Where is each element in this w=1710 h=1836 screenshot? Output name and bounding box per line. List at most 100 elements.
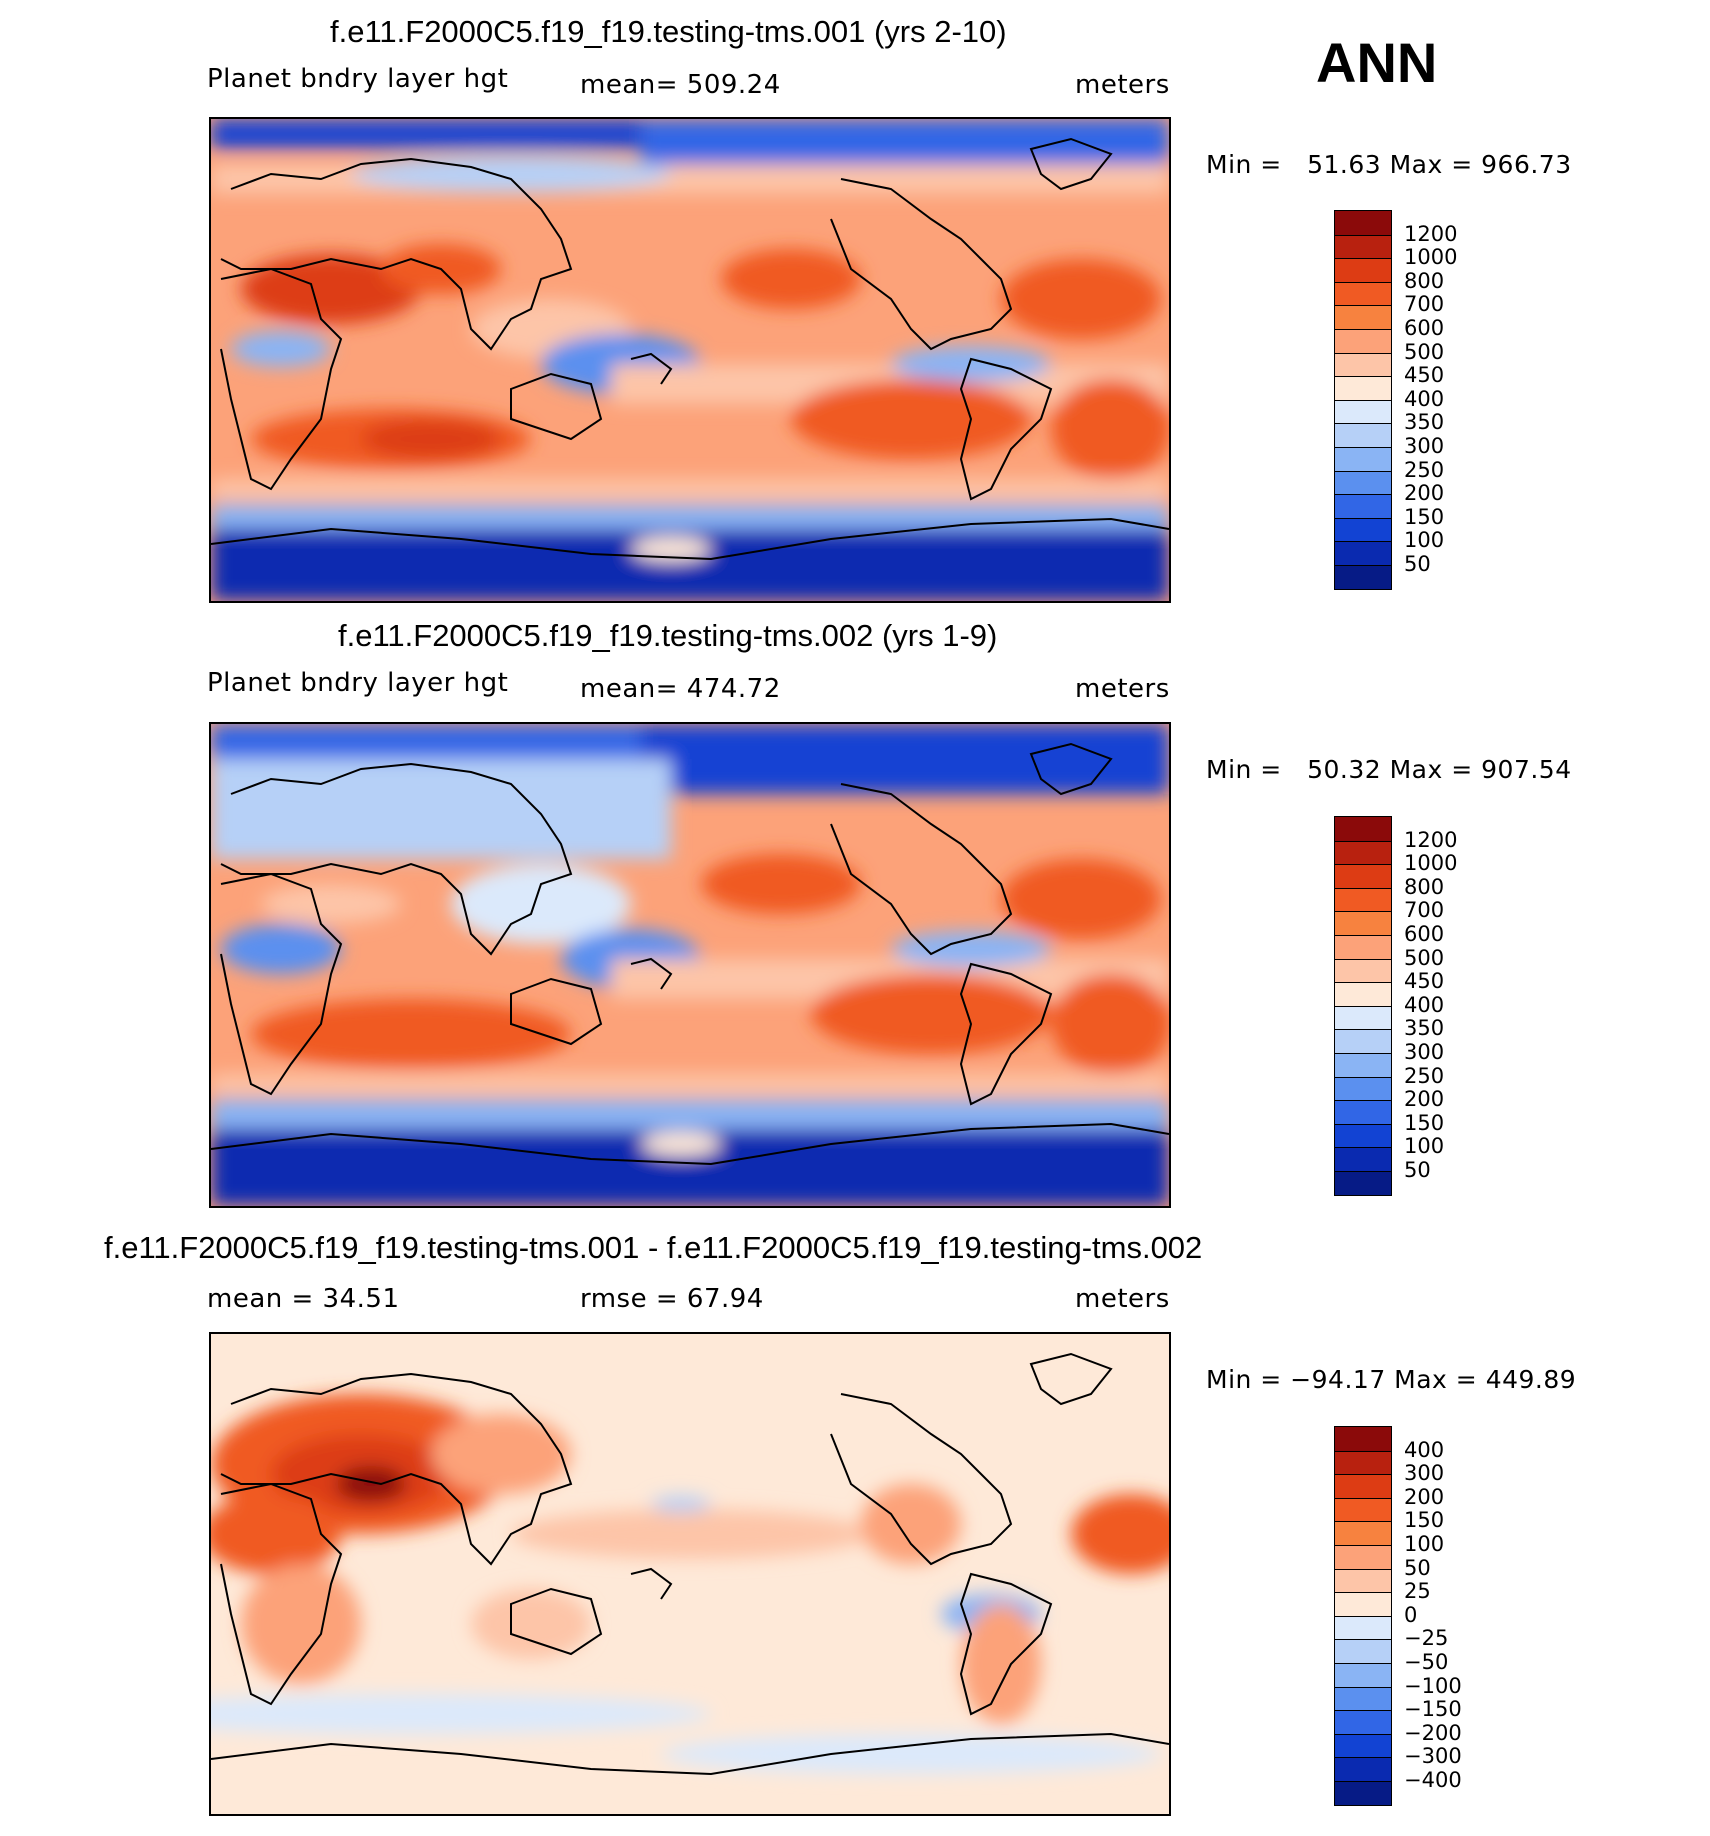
colorbar-swatch bbox=[1335, 887, 1391, 912]
colorbar-swatch bbox=[1335, 1545, 1391, 1569]
colorbar-swatch bbox=[1335, 234, 1391, 259]
colorbar-swatch bbox=[1335, 1450, 1391, 1475]
colorbar-label: −100 bbox=[1404, 1673, 1462, 1698]
colorbar-label: 400 bbox=[1404, 1437, 1445, 1462]
colorbar-label: 300 bbox=[1404, 434, 1445, 458]
colorbar-swatch bbox=[1335, 281, 1391, 306]
colorbar-swatch bbox=[1335, 565, 1391, 589]
colorbar-label: 200 bbox=[1404, 1087, 1445, 1112]
colorbar-swatch bbox=[1335, 1474, 1391, 1498]
units-label: meters bbox=[1075, 1284, 1170, 1314]
panel-title: f.e11.F2000C5.f19_f19.testing-tms.001 - … bbox=[104, 1230, 1203, 1265]
rmse-label: rmse = 67.94 bbox=[580, 1284, 764, 1314]
colorbar-swatch bbox=[1335, 1521, 1391, 1545]
colorbar-swatch bbox=[1335, 1147, 1391, 1171]
colorbar-swatch bbox=[1335, 1123, 1391, 1148]
colorbar-swatch bbox=[1335, 258, 1391, 282]
colorbar-label: −400 bbox=[1404, 1768, 1462, 1792]
map-control bbox=[209, 117, 1171, 603]
colorbar-label: 100 bbox=[1404, 528, 1445, 553]
colorbar-swatch bbox=[1335, 447, 1391, 471]
colorbar-label: 500 bbox=[1404, 339, 1445, 364]
colorbar-swatch bbox=[1335, 470, 1391, 495]
colorbar-label: 450 bbox=[1404, 969, 1445, 994]
colorbar-label: 250 bbox=[1404, 457, 1445, 482]
panel-control: f.e11.F2000C5.f19_f19.testing-tms.001 (y… bbox=[0, 0, 1710, 603]
minmax-label: Min = −94.17 Max = 449.89 bbox=[1206, 1365, 1577, 1394]
colorbar-swatch bbox=[1335, 982, 1391, 1006]
colorbar-label: −150 bbox=[1404, 1697, 1462, 1722]
mean-label: mean = 34.51 bbox=[207, 1284, 400, 1314]
colorbar-label: −300 bbox=[1404, 1744, 1462, 1769]
units-label: meters bbox=[1075, 70, 1170, 100]
colorbar-label: 150 bbox=[1404, 504, 1445, 529]
colorbar-label: 1200 bbox=[1404, 827, 1458, 852]
colorbar-label: 500 bbox=[1404, 945, 1445, 970]
colorbar-label: 150 bbox=[1404, 1508, 1445, 1533]
colorbar-label: 300 bbox=[1404, 1040, 1445, 1064]
colorbar-label: 100 bbox=[1404, 1134, 1445, 1159]
minmax-label: Min = 50.32 Max = 907.54 bbox=[1206, 755, 1572, 784]
colorbar-swatch bbox=[1335, 399, 1391, 424]
minmax-label: Min = 51.63 Max = 966.73 bbox=[1206, 150, 1572, 179]
colorbar-label: 50 bbox=[1404, 1158, 1431, 1182]
colorbar-box bbox=[1334, 210, 1392, 590]
panel-title: f.e11.F2000C5.f19_f19.testing-tms.001 (y… bbox=[330, 14, 1007, 49]
colorbar-label: 1200 bbox=[1404, 221, 1458, 246]
colorbar-swatch bbox=[1335, 1592, 1391, 1616]
colorbar-swatch bbox=[1335, 1029, 1391, 1053]
colorbar-swatch bbox=[1335, 958, 1391, 983]
colorbar-label: 400 bbox=[1404, 992, 1445, 1017]
colorbar-swatch bbox=[1335, 376, 1391, 400]
colorbar-swatch bbox=[1335, 1733, 1391, 1758]
panel-difference: f.e11.F2000C5.f19_f19.testing-tms.001 - … bbox=[0, 1210, 1710, 1836]
left-label: Planet bndry layer hgt bbox=[207, 64, 509, 94]
mean-label: mean= 509.24 bbox=[580, 70, 781, 100]
colorbar-swatch bbox=[1335, 329, 1391, 353]
colorbar-swatch bbox=[1335, 911, 1391, 935]
colorbar-swatch bbox=[1335, 1663, 1391, 1687]
colorbar-label: 400 bbox=[1404, 386, 1445, 411]
colorbar-swatch bbox=[1335, 352, 1391, 377]
colorbar-label: 700 bbox=[1404, 292, 1445, 317]
panel-title: f.e11.F2000C5.f19_f19.testing-tms.002 (y… bbox=[338, 618, 998, 653]
colorbar-label: 0 bbox=[1404, 1602, 1418, 1627]
colorbar-label: 450 bbox=[1404, 363, 1445, 388]
colorbar-box bbox=[1334, 816, 1392, 1196]
map-test bbox=[209, 722, 1171, 1208]
colorbar-label: 50 bbox=[1404, 1555, 1431, 1580]
colorbar-label: 350 bbox=[1404, 1016, 1445, 1041]
colorbar-label: −200 bbox=[1404, 1720, 1462, 1745]
colorbar-swatch bbox=[1335, 1171, 1391, 1195]
colorbar-label: 250 bbox=[1404, 1063, 1445, 1088]
colorbar-swatch bbox=[1335, 1053, 1391, 1077]
colorbar-label: 200 bbox=[1404, 481, 1445, 506]
colorbar-box bbox=[1334, 1426, 1392, 1806]
map-difference bbox=[209, 1332, 1171, 1816]
colorbar-label: 800 bbox=[1404, 268, 1445, 293]
colorbar-swatch bbox=[1335, 864, 1391, 888]
colorbar-label: 350 bbox=[1404, 410, 1445, 435]
colorbar-swatch bbox=[1335, 817, 1391, 841]
units-label: meters bbox=[1075, 674, 1170, 704]
colorbar-swatch bbox=[1335, 1757, 1391, 1781]
mean-label: mean= 474.72 bbox=[580, 674, 781, 704]
colorbar-label: 1000 bbox=[1404, 851, 1458, 876]
left-label: Planet bndry layer hgt bbox=[207, 668, 509, 698]
colorbar-swatch bbox=[1335, 541, 1391, 565]
colorbar-swatch bbox=[1335, 1497, 1391, 1522]
colorbar-swatch bbox=[1335, 1100, 1391, 1124]
colorbar-label: 200 bbox=[1404, 1484, 1445, 1509]
colorbar-label: 50 bbox=[1404, 552, 1431, 576]
colorbar-swatch bbox=[1335, 1568, 1391, 1593]
colorbar-swatch bbox=[1335, 423, 1391, 447]
colorbar-swatch bbox=[1335, 1005, 1391, 1030]
colorbar-swatch bbox=[1335, 494, 1391, 518]
colorbar-label: 150 bbox=[1404, 1110, 1445, 1135]
colorbar-swatch bbox=[1335, 305, 1391, 329]
colorbar-label: 100 bbox=[1404, 1532, 1445, 1556]
colorbar-swatch bbox=[1335, 211, 1391, 235]
colorbar-swatch bbox=[1335, 1639, 1391, 1663]
colorbar-label: −25 bbox=[1404, 1626, 1449, 1651]
colorbar-label: 600 bbox=[1404, 922, 1445, 946]
